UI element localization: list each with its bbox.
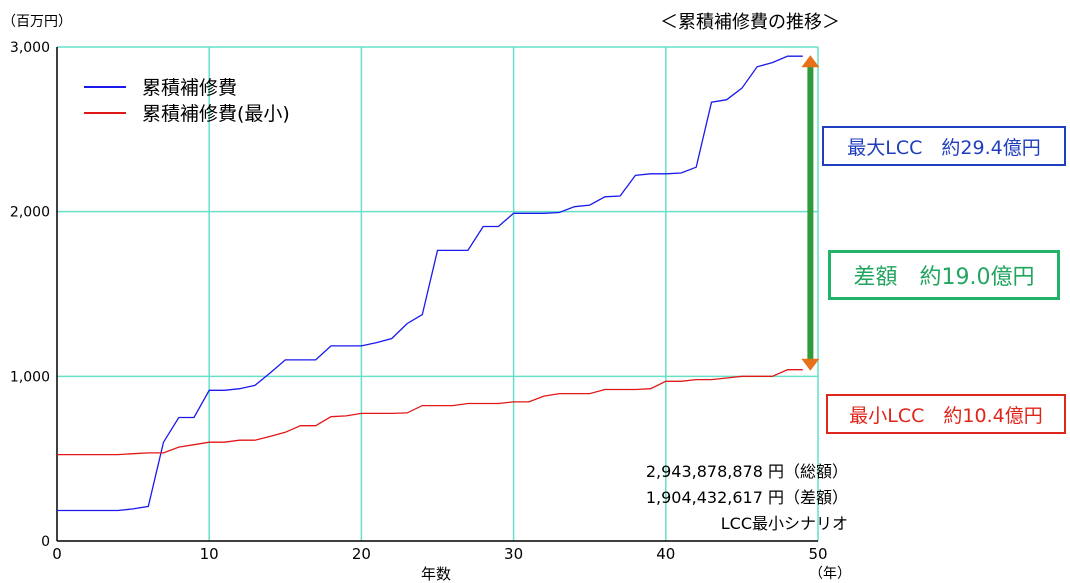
y-tick-label-2000: 2,000 <box>10 205 50 221</box>
x-tick-label-10: 10 <box>200 545 219 563</box>
difference-arrow-head-top <box>801 55 820 68</box>
x-unit-label: （年） <box>809 566 851 582</box>
x-tick-label-20: 20 <box>352 545 371 563</box>
legend: 累積補修費 累積補修費(最小) <box>84 77 290 125</box>
grid-lines <box>57 46 819 541</box>
legend-label-minimum: 累積補修費(最小) <box>142 103 290 125</box>
x-tick-label-0: 0 <box>52 545 62 563</box>
legend-label-cumulative: 累積補修費 <box>142 77 237 99</box>
difference-arrow <box>801 55 820 371</box>
chart-title: ＜累積補修費の推移＞ <box>660 12 840 33</box>
series-line-0 <box>57 55 803 512</box>
series-lines <box>57 55 803 512</box>
x-axis-label: 年数 <box>421 565 451 583</box>
max-lcc-callout: 最大LCC 約29.4億円 <box>822 126 1066 166</box>
y-tick-label-0: 0 <box>41 534 50 550</box>
x-tick-label-40: 40 <box>656 545 675 563</box>
axes <box>56 47 818 542</box>
difference-amount-text: 1,904,432,617 円（差額） <box>645 488 848 507</box>
difference-callout: 差額 約19.0億円 <box>828 250 1060 300</box>
total-amount-text: 2,943,878,878 円（総額） <box>645 462 848 481</box>
scenario-text: LCC最小シナリオ <box>720 514 848 533</box>
tick-labels: 0 10 20 30 40 50 0 1,000 2,000 3,000 <box>10 40 828 563</box>
difference-arrow-head-bottom <box>801 358 820 371</box>
y-tick-label-1000: 1,000 <box>10 369 50 385</box>
y-unit-label: （百万円） <box>2 14 72 30</box>
series-line-1 <box>57 369 803 456</box>
y-tick-label-3000: 3,000 <box>10 40 50 56</box>
min-lcc-callout: 最小LCC 約10.4億円 <box>826 394 1066 434</box>
x-tick-label-30: 30 <box>504 545 523 563</box>
x-tick-label-50: 50 <box>808 545 827 563</box>
